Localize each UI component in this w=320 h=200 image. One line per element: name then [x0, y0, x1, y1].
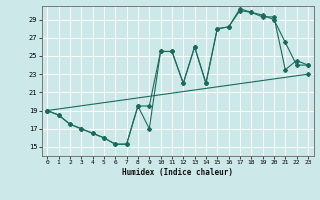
X-axis label: Humidex (Indice chaleur): Humidex (Indice chaleur)	[122, 168, 233, 177]
